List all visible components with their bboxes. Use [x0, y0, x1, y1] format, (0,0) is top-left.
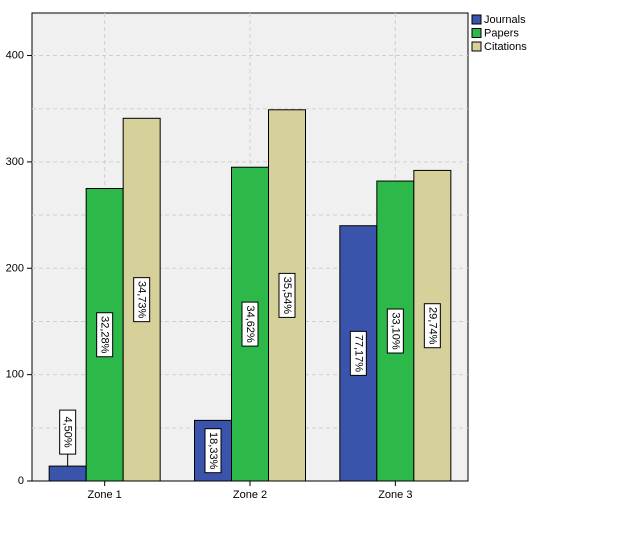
- data-label-box: [133, 277, 151, 323]
- data-label-text: 34,73%: [136, 281, 148, 319]
- data-label-citations-zone-3: 29,74%: [423, 303, 441, 349]
- data-label-citations-zone-1: 34,73%: [133, 277, 151, 323]
- y-tick-label: 200: [6, 262, 24, 274]
- legend-swatch: [471, 14, 482, 25]
- data-label-box: [278, 272, 296, 318]
- data-label-text: 29,74%: [426, 307, 438, 345]
- data-labels: 4,50% 18,33% 77,17% 32,28% 34,62% 33,10% 34,73…: [59, 272, 441, 474]
- data-label-box: [59, 409, 77, 455]
- data-label-box: [241, 301, 259, 347]
- y-tick-label: 100: [6, 369, 24, 381]
- legend-item-journals: Journals: [471, 14, 526, 26]
- legend-item-papers: Papers: [471, 28, 519, 40]
- legend-item-citations: Citations: [471, 41, 527, 53]
- data-label-text: 33,10%: [389, 312, 401, 350]
- x-tick-label-zone-3: Zone 3: [378, 489, 412, 501]
- data-label-citations-zone-2: 35,54%: [278, 272, 296, 318]
- legend-label: Citations: [484, 41, 527, 53]
- data-label-box: [423, 303, 441, 349]
- data-label-text: 35,54%: [281, 277, 293, 315]
- data-label-papers-zone-1: 32,28%: [96, 312, 114, 358]
- data-label-box: [349, 330, 367, 376]
- data-label-box: [96, 312, 114, 358]
- data-label-text: 4,50%: [62, 417, 74, 448]
- data-label-papers-zone-2: 34,62%: [241, 301, 259, 347]
- data-label-text: 77,17%: [352, 335, 364, 373]
- legend-label: Journals: [484, 14, 526, 26]
- data-label-box: [386, 308, 404, 354]
- legend-swatch: [471, 28, 482, 38]
- data-label-journals-zone-3: 77,17%: [349, 330, 367, 376]
- data-label-text: 32,28%: [99, 316, 111, 354]
- data-label-journals-zone-1: 4,50%: [59, 409, 77, 455]
- data-label-box: [204, 428, 222, 474]
- data-label-journals-zone-2: 18,33%: [204, 428, 222, 474]
- x-tick-label-zone-1: Zone 1: [88, 489, 122, 501]
- axes: 0 100 200 300 400 Zone 1 Zone 2 Zone 3: [6, 50, 413, 501]
- legend-label: Papers: [484, 28, 519, 40]
- y-tick-label: 300: [6, 156, 24, 168]
- x-tick-label-zone-2: Zone 2: [233, 489, 267, 501]
- data-label-papers-zone-3: 33,10%: [386, 308, 404, 354]
- bar-journals-zone-1: [48, 465, 87, 482]
- data-label-text: 18,33%: [207, 432, 219, 470]
- data-label-text: 34,62%: [244, 305, 256, 343]
- y-tick-label: 0: [18, 475, 24, 487]
- legend-swatch: [471, 41, 482, 52]
- y-tick-label: 400: [6, 50, 24, 62]
